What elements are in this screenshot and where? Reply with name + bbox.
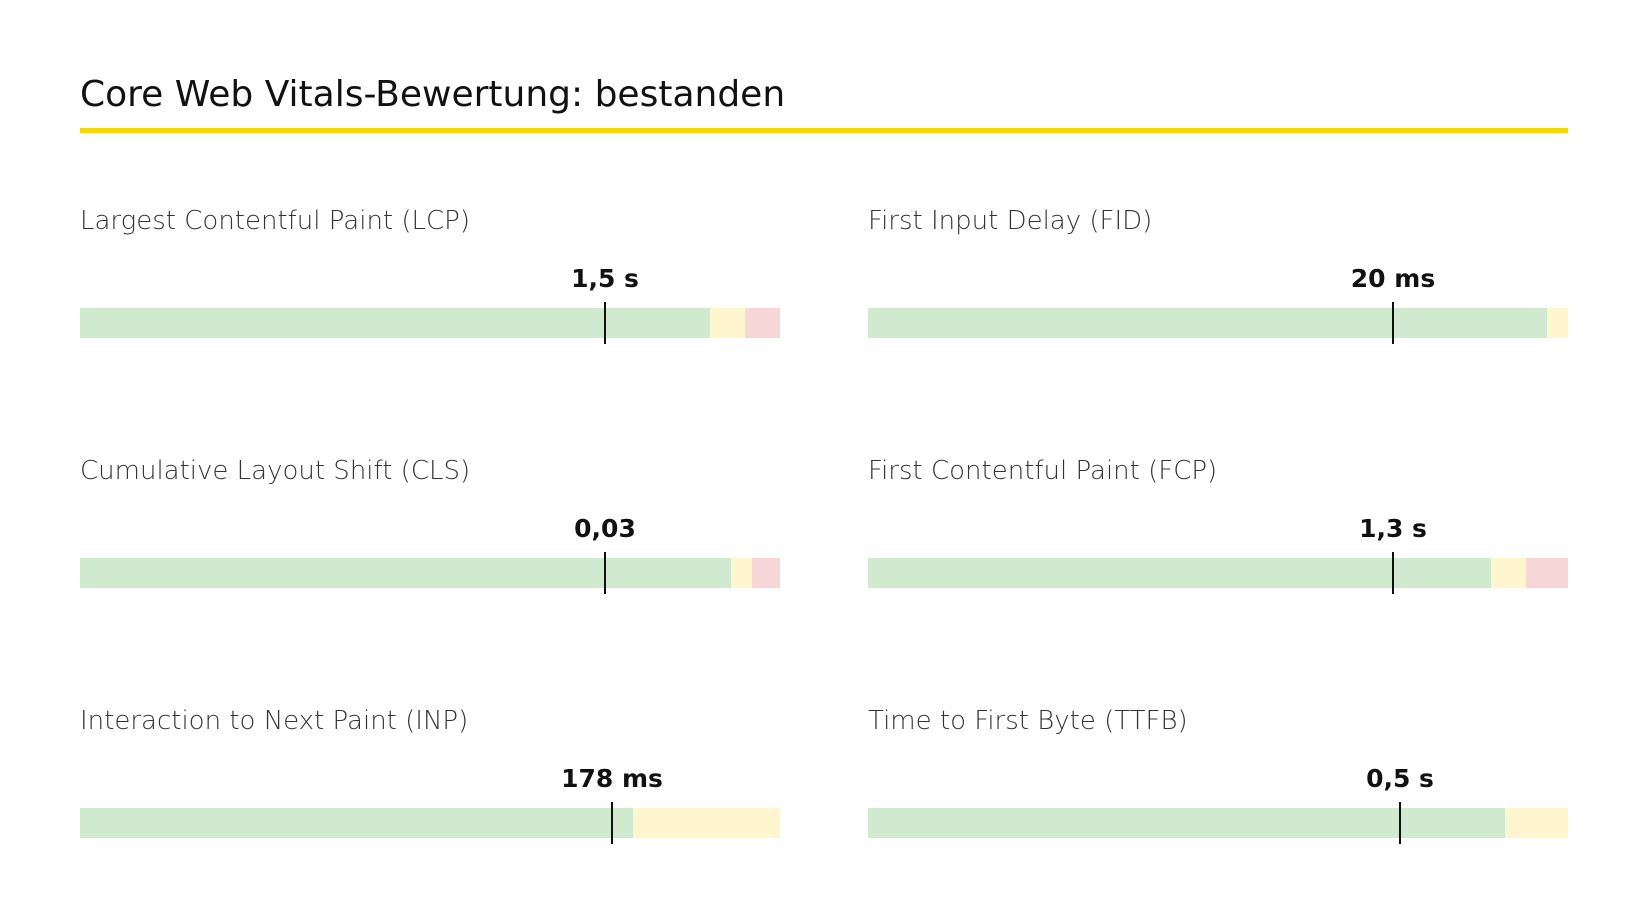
metric-value: 0,5 s bbox=[1366, 764, 1434, 793]
metric-name: First Contentful Paint (FCP) bbox=[868, 456, 1217, 486]
distribution-segment bbox=[1505, 808, 1568, 838]
metric-name: Largest Contentful Paint (LCP) bbox=[80, 206, 470, 236]
title: Core Web Vitals-Bewertung: bestanden bbox=[80, 74, 785, 115]
distribution-segment bbox=[731, 558, 752, 588]
distribution-segment bbox=[633, 808, 780, 838]
metric-name: Interaction to Next Paint (INP) bbox=[80, 706, 468, 736]
metric-value: 0,03 bbox=[574, 514, 636, 543]
distribution-segment bbox=[80, 558, 731, 588]
distribution-segment bbox=[1547, 308, 1568, 338]
metric-value: 1,5 s bbox=[571, 264, 639, 293]
distribution-segment bbox=[868, 558, 1491, 588]
distribution-segment bbox=[752, 558, 780, 588]
distribution-segment bbox=[1526, 558, 1568, 588]
metric-value: 20 ms bbox=[1351, 264, 1435, 293]
metric-name: Time to First Byte (TTFB) bbox=[868, 706, 1188, 736]
distribution-segment bbox=[745, 308, 780, 338]
metric-value: 1,3 s bbox=[1359, 514, 1427, 543]
metric-name: Cumulative Layout Shift (CLS) bbox=[80, 456, 470, 486]
distribution-segment bbox=[1491, 558, 1526, 588]
distribution-segment bbox=[80, 308, 710, 338]
title-underline bbox=[80, 128, 1568, 133]
distribution-segment bbox=[710, 308, 745, 338]
distribution-segment bbox=[868, 308, 1547, 338]
distribution-segment bbox=[80, 808, 633, 838]
metric-name: First Input Delay (FID) bbox=[868, 206, 1152, 236]
metric-value: 178 ms bbox=[561, 764, 663, 793]
distribution-segment bbox=[868, 808, 1505, 838]
